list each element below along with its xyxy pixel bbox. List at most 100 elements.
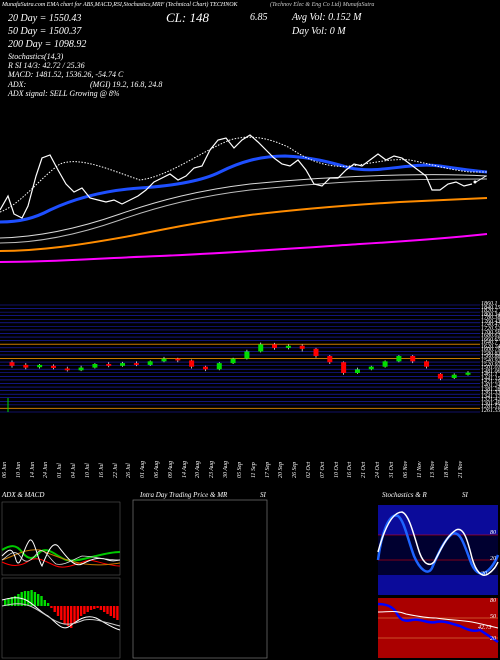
candle-body [92,364,98,368]
rsi-blue-line [377,602,499,644]
macd-bar [27,591,30,606]
price-level-label: 1640.7 [481,340,498,347]
macd-bar [73,606,76,624]
macd-bar [103,606,106,612]
candle-body [258,344,264,352]
intraday-si: SI [260,491,266,499]
date-label: 30 Aug [223,460,230,478]
candle-body [382,361,388,367]
price-level-label: 1780.38 [481,315,500,322]
macd-bar [112,606,116,618]
ema-end-marker [475,175,487,183]
date-label: 16 Oct [347,461,354,478]
date-label: 13 Nov [430,460,437,478]
header-line: MunafaSutra.com EMA chart for ABS,MACD,R… [2,2,238,8]
macd-bar [13,596,17,606]
macd-bar [60,606,63,620]
price-level-label: 1660.65 [481,336,500,343]
price-level-label: 1560.88 [481,354,500,361]
stoch-k-line [376,514,500,575]
candle-body [230,358,236,364]
adx-white2-line [1,550,121,565]
macd-bar [7,598,10,606]
candle-body [368,366,374,370]
candle-body [327,355,333,363]
price-level-label: 1720.52 [481,325,500,332]
date-label: 21 Nov [458,460,464,478]
candle-body [78,367,84,371]
price-level-label: 1680.61 [481,333,500,340]
price-level-label: 1321.42 [481,397,500,404]
rsi-level-20: 20 [490,636,496,642]
open-value: 6.85 [250,12,268,23]
candle-body [354,369,360,373]
ema20-label: 20 Day = 1550.43 [8,13,82,24]
date-label: 10 Jun [15,461,22,478]
candle-body [202,366,208,370]
date-label: 06 Aug [154,460,160,478]
macd-bar [43,600,46,606]
stoch-value: 20 [481,571,487,577]
macd-bar [63,606,66,624]
price-line [0,134,473,219]
price-level-label: 1421.19 [481,379,500,386]
price-level-label: 1520.97 [481,361,500,368]
date-label: 18 Nov [444,460,451,478]
price-level-label: 1700.56 [481,329,500,336]
stoch-panel-si: SI [462,491,468,499]
candle-body [161,358,167,362]
date-label: 26 Jul [126,463,133,478]
macd-bar [37,594,40,606]
date-label: 22 Jul [112,463,119,478]
candle-body [64,368,70,371]
ema200-label: 200 Day = 1098.92 [8,39,87,50]
macd-bar [46,603,50,606]
candle-body [189,360,195,367]
candle-body [299,345,305,349]
avg-volume: Avg Vol: 0.152 M [292,12,362,23]
macd-bar [99,606,103,610]
adx-signal: ADX signal: SELL Growing @ 8% [8,89,120,98]
candle-body [437,373,443,379]
rsi-label: R SI 14/3: 42.72 / 25.36 [8,61,85,70]
date-label: 11 Sep [250,462,257,478]
macd-histogram [4,590,119,628]
stoch-panel-title: Stochastics & R [382,491,427,499]
date-label: 10 Oct [333,461,340,478]
macd-bar [66,606,70,626]
candle-body [37,364,43,368]
rsi-level-50: 50 [490,614,496,620]
candle-body [465,372,471,375]
ema-slow-line [0,174,488,239]
macd-bar [116,606,119,620]
candle-body [396,355,402,362]
price-level-label: 1481.06 [481,368,500,375]
date-label: 20 Sep [278,461,285,478]
macd-bar [4,600,7,606]
date-label: 01 Jul [57,463,64,478]
ema100-line [0,197,488,252]
date-label: 04 Jul [71,463,78,478]
stoch-d-line [377,511,499,576]
ema-slow2-line [0,178,488,244]
price-level-label: 1361.33 [481,390,500,397]
price-level-label: 1381.28 [481,386,500,393]
date-label: 14 Jun [29,461,36,478]
candle-body [133,363,139,365]
macd-bar [96,606,99,608]
price-level-label: 1461.1 [481,372,498,379]
candle-body [313,348,319,356]
rsi-value: 42.73 [478,625,492,631]
date-label: 31 Oct [388,461,395,478]
adx-readout: ADX: 19.24 +DY: 16.83 -DY: 24.55 [5,504,121,513]
date-label: 24 Oct [375,461,382,478]
macd-bar [106,606,109,614]
date-label: 10 Jul [84,463,91,478]
intraday-panel [132,499,268,659]
ema-end-dot [473,180,477,184]
date-label: 11 Nov [416,461,423,478]
date-label: 06 Jun [2,461,8,478]
candle-body [285,345,291,348]
